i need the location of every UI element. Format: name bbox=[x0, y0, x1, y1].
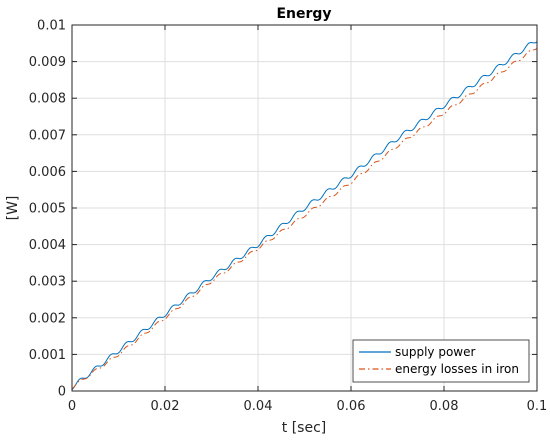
series-line-1 bbox=[71, 48, 538, 390]
y-tick-label: 0.003 bbox=[29, 275, 66, 290]
y-tick-label: 0.009 bbox=[29, 55, 66, 70]
grid bbox=[72, 25, 537, 391]
legend-label-supply-power: supply power bbox=[395, 345, 475, 359]
x-tick-label: 0.08 bbox=[430, 399, 459, 414]
y-axis-label: [W] bbox=[5, 196, 21, 221]
y-tick-label: 0.006 bbox=[29, 165, 66, 180]
x-tick-label: 0 bbox=[68, 399, 76, 414]
x-tick-label: 0.1 bbox=[527, 399, 548, 414]
y-tick-label: 0.007 bbox=[29, 128, 66, 143]
series-lines bbox=[71, 41, 538, 390]
ticks: 0 0.02 0.04 0.06 0.08 0.1 0 0.001 0.002 0.003 0.00… bbox=[29, 19, 548, 415]
y-tick-label: 0 bbox=[58, 385, 66, 400]
y-tick-label: 0.001 bbox=[29, 348, 66, 363]
legend-box bbox=[352, 339, 530, 383]
x-tick-label: 0.06 bbox=[337, 399, 366, 414]
y-tick-label: 0.005 bbox=[29, 202, 66, 217]
x-axis-label: t [sec] bbox=[282, 420, 326, 436]
y-tick-label: 0.01 bbox=[37, 19, 66, 34]
series-line-0 bbox=[71, 41, 538, 390]
chart-title: Energy bbox=[276, 6, 331, 22]
y-tick-label: 0.002 bbox=[29, 311, 66, 326]
legend: supply power energy losses in iron bbox=[352, 339, 530, 383]
y-tick-label: 0.004 bbox=[29, 238, 66, 253]
y-tick-label: 0.008 bbox=[29, 92, 66, 107]
x-tick-label: 0.02 bbox=[151, 399, 180, 414]
legend-label-energy-losses: energy losses in iron bbox=[395, 362, 519, 376]
x-tick-label: 0.04 bbox=[244, 399, 273, 414]
